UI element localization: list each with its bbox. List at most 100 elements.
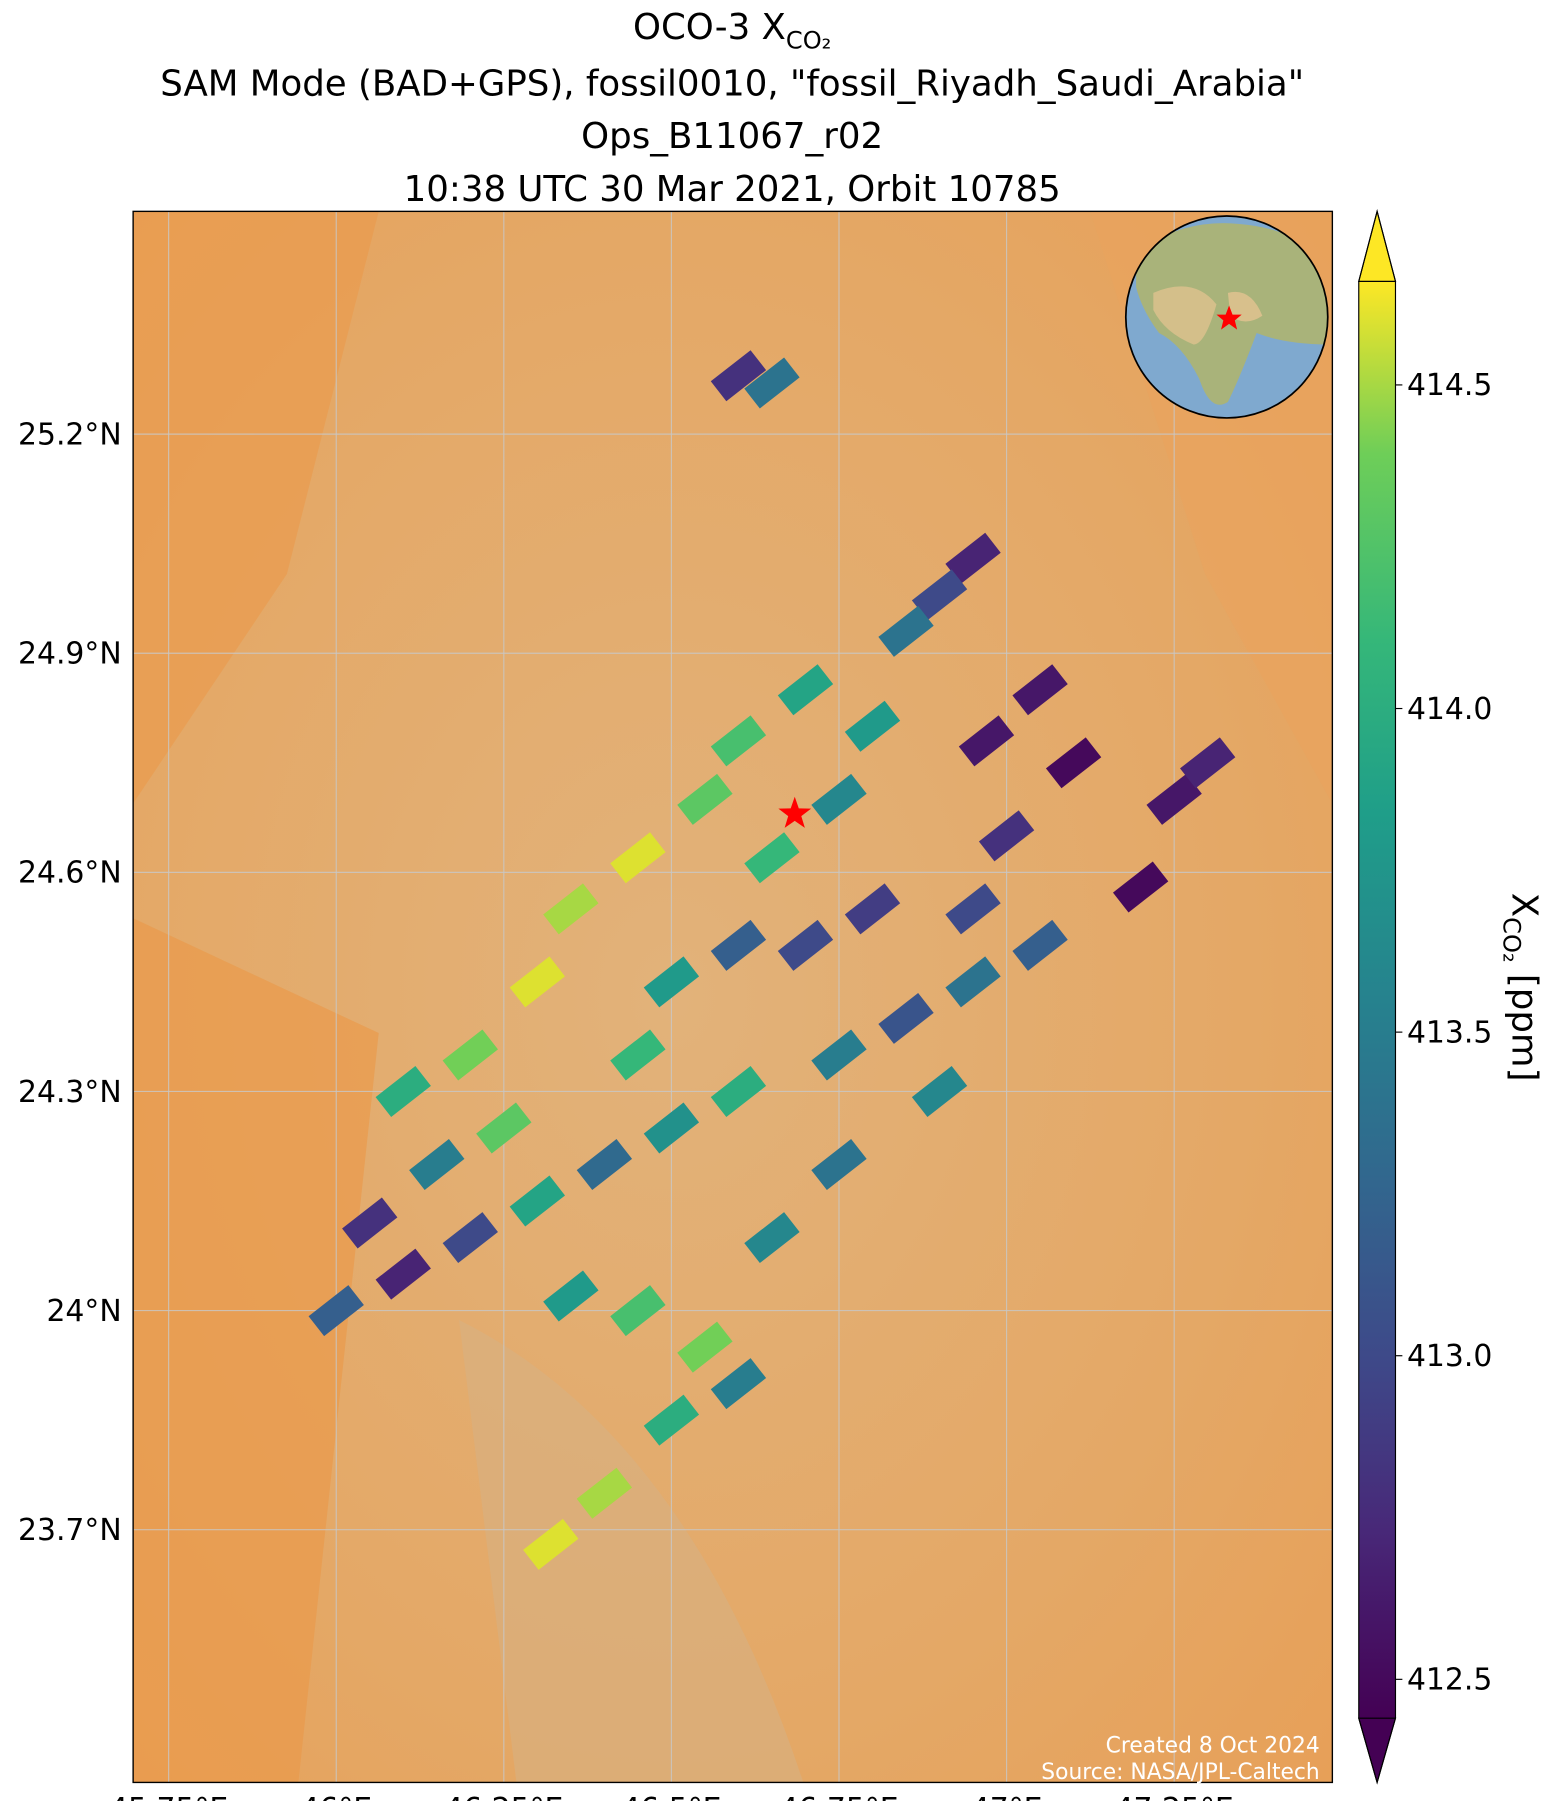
sounding-cell xyxy=(744,357,800,409)
sounding-cell xyxy=(543,883,599,935)
sounding-cell xyxy=(342,1197,398,1249)
x-tick-label: 46.5°E xyxy=(621,1792,721,1801)
sounding-cell xyxy=(744,832,800,884)
sounding-cell xyxy=(442,1212,498,1264)
sounding-cell xyxy=(911,569,968,621)
title-lines: SAM Mode (BAD+GPS), fossil0010, "fossil_… xyxy=(160,63,1304,210)
x-tick-label: 46°E xyxy=(300,1792,372,1801)
sounding-cell xyxy=(710,715,767,767)
map-frame xyxy=(132,210,1334,1784)
colorbar-label: XCO₂ [ppm] xyxy=(1497,893,1544,1082)
colorbar-tick-label: 413.0 xyxy=(1407,1339,1492,1374)
colorbar-gradient xyxy=(1358,281,1396,1719)
sounding-cell xyxy=(710,919,767,971)
sounding-cell xyxy=(811,773,867,825)
globe-outline xyxy=(1124,215,1329,419)
sounding-cell xyxy=(476,1102,532,1154)
y-tick-label: 24.9°N xyxy=(18,637,122,672)
colorbar-tick-label: 413.5 xyxy=(1407,1015,1492,1050)
sounding-cell xyxy=(610,1285,666,1337)
sounding-cell xyxy=(409,1139,465,1191)
x-tick-label: 46.75°E xyxy=(779,1792,898,1801)
sounding-cell xyxy=(710,350,767,402)
globe-star xyxy=(1216,305,1242,330)
colorbar-extend xyxy=(1357,1717,1397,1785)
dune-field xyxy=(133,918,379,1783)
sounding-cell xyxy=(1045,737,1102,789)
sounding-cell xyxy=(945,883,1001,935)
sounding-cell xyxy=(643,956,700,1008)
sounding-cell xyxy=(1112,861,1169,913)
annotation: Source: NASA/JPL-Caltech xyxy=(1041,1760,1319,1785)
sounding-cell xyxy=(643,1102,700,1154)
title-line: OCO-3 XCO₂ xyxy=(633,7,831,54)
x-tick-label: 46.25°E xyxy=(444,1792,563,1801)
sounding-cell xyxy=(576,1467,633,1519)
sounding-cell xyxy=(610,832,666,884)
sounding-cell xyxy=(543,1270,599,1322)
colorbar: 412.5 413.0 413.5 414.0 414.5 XCO₂ [ppm] xyxy=(1357,209,1545,1785)
y-tick-label: 25.2°N xyxy=(18,417,122,452)
title-line: 10:38 UTC 30 Mar 2021, Orbit 10785 xyxy=(404,169,1061,210)
globe-desert xyxy=(1227,291,1263,322)
sounding-cell xyxy=(509,1175,566,1227)
sounding-cell xyxy=(710,1065,767,1117)
sounding-cell xyxy=(442,1029,498,1081)
sounding-cell xyxy=(878,992,934,1044)
sounding-cell xyxy=(643,1394,700,1446)
sounding-cell xyxy=(777,664,834,716)
colorbar-label-part: CO₂ xyxy=(1497,917,1525,962)
globe-desert xyxy=(1153,286,1217,345)
x-tick-label: 47°E xyxy=(971,1792,1043,1801)
sounding-cell xyxy=(777,919,834,971)
sounding-cell xyxy=(375,1248,431,1300)
sounding-cell xyxy=(844,883,901,935)
annotation: Created 8 Oct 2024 xyxy=(1106,1734,1320,1759)
y-tick-label: 23.7°N xyxy=(18,1513,122,1548)
terrain xyxy=(459,1319,804,1783)
sounding-cell xyxy=(1146,773,1202,825)
y-tick-label: 24.3°N xyxy=(18,1075,122,1110)
sounding-cell xyxy=(610,1029,666,1081)
map-area xyxy=(133,211,1333,1783)
x-tick-label: 47.25°E xyxy=(1115,1792,1234,1801)
sounding-cell xyxy=(911,1065,968,1117)
colorbar-label-part: [ppm] xyxy=(1504,963,1545,1082)
sounding-cell xyxy=(677,1321,733,1373)
x-tick-label: 45.75°E xyxy=(109,1792,228,1801)
colorbar-label-part: X xyxy=(1504,893,1545,917)
sounding-cell xyxy=(308,1285,364,1337)
sounding-cell xyxy=(1180,737,1236,789)
sounding-cell xyxy=(576,1139,633,1191)
y-tick-label: 24°N xyxy=(46,1294,121,1329)
dune-field xyxy=(133,211,379,804)
title-line: Ops_B11067_r02 xyxy=(581,116,883,157)
sounding-cell xyxy=(1012,919,1068,971)
sounding-cell xyxy=(375,1065,431,1117)
sounding-cell xyxy=(1012,664,1068,716)
sounding-cell xyxy=(744,1212,800,1264)
colorbar-tick-label: 414.5 xyxy=(1407,368,1492,403)
sounding-cell xyxy=(509,956,566,1008)
sounding-cell xyxy=(945,532,1001,584)
sounding-cell xyxy=(844,700,901,752)
sounding-cell xyxy=(958,715,1015,767)
sounding-cell xyxy=(677,773,733,825)
colorbar-tick-label: 414.0 xyxy=(1407,692,1492,727)
sounding-cell xyxy=(811,1029,867,1081)
colorbar-extend xyxy=(1358,209,1397,282)
sounding-cell xyxy=(945,956,1001,1008)
title-line: SAM Mode (BAD+GPS), fossil0010, "fossil_… xyxy=(160,63,1304,104)
sounding-cell xyxy=(811,1139,867,1191)
sounding-cell xyxy=(710,1358,767,1410)
globe-inset xyxy=(1124,215,1329,419)
basemap xyxy=(133,211,1333,1783)
sounding-cell xyxy=(978,810,1035,862)
target-star xyxy=(778,796,812,828)
sounding-cell xyxy=(878,605,934,657)
y-tick-label: 24.6°N xyxy=(18,856,122,891)
colorbar-tick-label: 412.5 xyxy=(1407,1663,1492,1698)
sounding-cell xyxy=(523,1518,579,1570)
